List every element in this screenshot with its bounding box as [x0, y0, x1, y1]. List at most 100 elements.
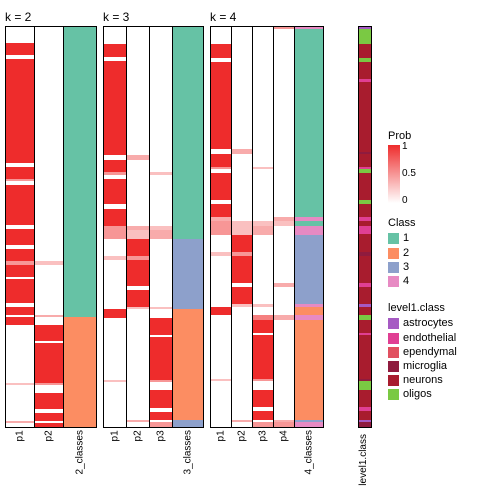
heatmap-cell — [253, 307, 273, 316]
legend-swatch — [388, 262, 399, 273]
heatmap-cell — [211, 62, 231, 149]
class-cell — [64, 343, 96, 383]
legend-item: astrocytes — [388, 317, 457, 330]
legend-class: Class 1234 — [388, 217, 457, 288]
class-cell — [64, 385, 96, 393]
heatmap-cell — [253, 235, 273, 252]
annotation-cell — [359, 422, 371, 426]
heatmap-cell — [6, 317, 34, 325]
legend-swatch — [388, 276, 399, 287]
class-cell — [173, 260, 203, 286]
level1-annotation-bar — [358, 26, 372, 428]
heatmap-cell — [253, 226, 273, 235]
heatmap-panel: k = 3 p1p2p33_classes — [103, 10, 204, 474]
heatmap-cell — [6, 185, 34, 225]
heatmap-cell — [35, 229, 63, 245]
class-cell — [295, 173, 323, 199]
heatmap-cell — [150, 422, 172, 426]
class-cell — [295, 226, 323, 235]
prob-tick: 1 — [402, 141, 416, 153]
legend-item: oligos — [388, 388, 457, 401]
class-cell — [295, 287, 323, 304]
annotation-cell — [359, 62, 371, 79]
heatmap-cell — [211, 390, 231, 407]
heatmap-cell — [127, 318, 149, 335]
heatmap-cell — [6, 325, 34, 341]
legend-item: 1 — [388, 232, 457, 245]
annotation-cell — [359, 44, 371, 57]
heatmap-cell — [150, 61, 172, 155]
class-cell — [173, 337, 203, 380]
class-cell — [173, 318, 203, 335]
heatmap-cell — [253, 173, 273, 199]
heatmap-cell — [150, 412, 172, 421]
heatmap-cell — [6, 167, 34, 179]
heatmap-cell — [232, 235, 252, 252]
panel-columns — [5, 26, 97, 428]
heatmap-cell — [274, 173, 294, 199]
annotation-cell — [359, 320, 371, 333]
class-cell — [295, 390, 323, 407]
heatmap-cell — [232, 287, 252, 304]
heatmap-cell — [6, 59, 34, 163]
legend-label: 3 — [403, 261, 409, 274]
axis-label: p1 — [211, 430, 231, 474]
heatmap-cell — [6, 343, 34, 383]
heatmap-cell — [127, 209, 149, 226]
heatmap-cell — [104, 44, 126, 57]
class-cell — [64, 167, 96, 179]
axis-labels: p1p2p33_classes — [103, 430, 204, 474]
heatmap-cell — [150, 27, 172, 44]
legend-item: endothelial — [388, 332, 457, 345]
heatmap-cell — [274, 62, 294, 149]
heatmap-cell — [232, 307, 252, 316]
heatmap-cell — [232, 390, 252, 407]
heatmap-cell — [253, 287, 273, 304]
heatmap-cell — [127, 422, 149, 426]
prob-tick: 0 — [402, 195, 416, 207]
heatmap-cell — [274, 390, 294, 407]
class-cell — [295, 235, 323, 252]
heatmap-cell — [35, 279, 63, 303]
annotation-cell — [359, 390, 371, 407]
heatmap-cell — [232, 226, 252, 235]
legend-swatch — [388, 318, 399, 329]
heatmap-cell — [104, 422, 126, 426]
heatmap-cell — [35, 385, 63, 393]
axis-label: p1 — [6, 430, 34, 474]
class-cell — [64, 229, 96, 245]
heatmap-cell — [274, 381, 294, 390]
legend-prob-ticks: 1 0.5 0 — [402, 141, 416, 207]
prob-column — [35, 27, 63, 427]
heatmap-cell — [150, 337, 172, 380]
heatmap-cell — [150, 382, 172, 391]
heatmap-cell — [253, 256, 273, 282]
level1-annotation-label: level1.class — [358, 434, 369, 486]
heatmap-cell — [104, 230, 126, 239]
class-cell — [295, 256, 323, 282]
heatmap-cell — [127, 239, 149, 256]
annotation-cell — [359, 411, 371, 420]
heatmap-cell — [274, 307, 294, 316]
heatmap-cell — [104, 160, 126, 173]
class-cell — [64, 279, 96, 303]
heatmap-cell — [253, 62, 273, 149]
heatmap-cell — [35, 317, 63, 325]
panel-title: k = 3 — [103, 10, 204, 24]
class-column — [172, 27, 203, 427]
legend-label: neurons — [403, 374, 443, 387]
heatmap-cell — [211, 29, 231, 44]
annotation-cell — [359, 154, 371, 167]
legend-label: astrocytes — [403, 317, 453, 330]
legend-prob-title: Prob — [388, 130, 457, 143]
prob-column — [127, 27, 150, 427]
class-cell — [295, 29, 323, 44]
axis-label: 4_classes — [295, 430, 323, 474]
class-cell — [64, 43, 96, 55]
heatmap-cell — [150, 260, 172, 286]
heatmap-cell — [104, 260, 126, 286]
legend-label: oligos — [403, 388, 432, 401]
heatmap-cell — [232, 411, 252, 420]
class-cell — [64, 185, 96, 225]
heatmap-cell — [274, 411, 294, 420]
